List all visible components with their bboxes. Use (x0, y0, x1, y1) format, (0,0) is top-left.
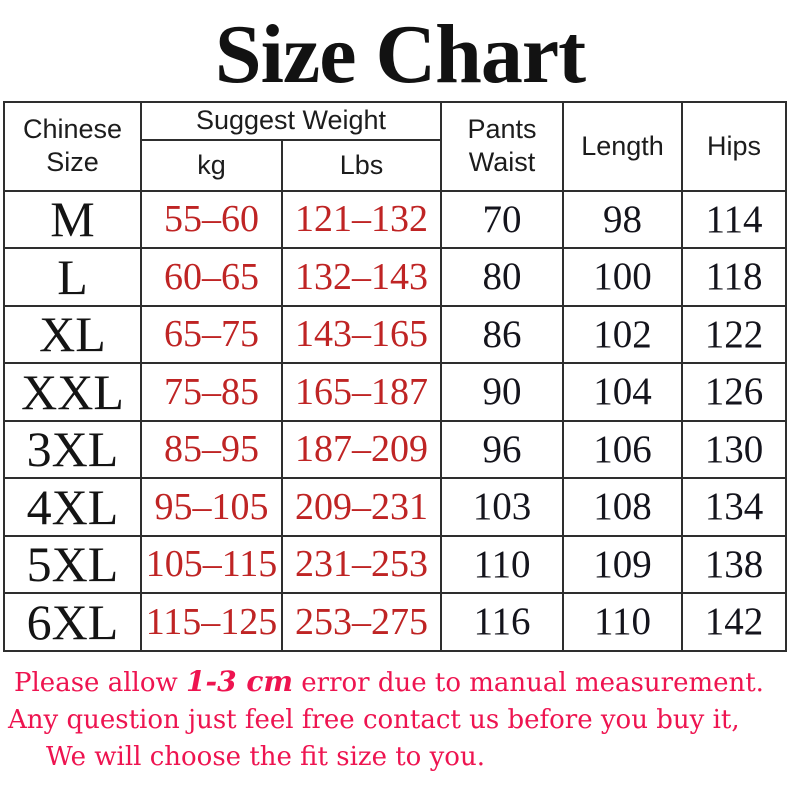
hips-cell: 122 (681, 304, 787, 365)
disclaimer-line1-prefix: Please allow (14, 667, 186, 698)
header-pants-waist: Pants Waist (440, 100, 564, 192)
table-row: 5XL 105–115 231–253 110 109 138 (3, 534, 787, 595)
page-title: Size Chart (214, 8, 586, 101)
hips-cell: 138 (681, 534, 787, 595)
disclaimer-line-1: Please allow 1-3 cm error due to manual … (0, 663, 800, 702)
waist-cell: 80 (440, 247, 564, 307)
waist-cell: 116 (440, 592, 564, 652)
table-row: L 60–65 132–143 80 100 118 (3, 247, 787, 307)
length-cell: 106 (562, 419, 683, 480)
length-cell: 102 (562, 304, 683, 365)
size-cell: M (3, 189, 142, 250)
size-chart-table: Chinese Size Suggest Weight Pants Waist … (3, 100, 787, 652)
table-row: XXL 75–85 165–187 90 104 126 (3, 362, 787, 422)
table-row: XL 65–75 143–165 86 102 122 (3, 304, 787, 365)
lbs-cell: 231–253 (281, 534, 442, 595)
size-cell: 3XL (3, 419, 142, 480)
length-cell: 98 (562, 189, 683, 250)
disclaimer-line1-suffix: error due to manual measurement. (293, 667, 764, 698)
waist-cell: 70 (440, 189, 564, 250)
table-header: Chinese Size Suggest Weight Pants Waist … (3, 100, 787, 192)
size-cell: XL (3, 304, 142, 365)
waist-cell: 96 (440, 419, 564, 480)
lbs-cell: 132–143 (281, 247, 442, 307)
length-cell: 109 (562, 534, 683, 595)
length-cell: 100 (562, 247, 683, 307)
lbs-cell: 121–132 (281, 189, 442, 250)
hips-cell: 130 (681, 419, 787, 480)
waist-cell: 86 (440, 304, 564, 365)
disclaimer-line-3: We will choose the fit size to you. (46, 741, 485, 772)
header-chinese-size: Chinese Size (3, 100, 142, 192)
disclaimer-cm-emphasis: 1-3 cm (186, 664, 294, 698)
lbs-cell: 187–209 (281, 419, 442, 480)
length-cell: 108 (562, 477, 683, 537)
kg-cell: 55–60 (140, 189, 283, 250)
disclaimer-line-2: Any question just feel free contact us b… (8, 704, 740, 735)
waist-cell: 90 (440, 362, 564, 422)
header-length: Length (562, 100, 683, 192)
kg-cell: 75–85 (140, 362, 283, 422)
table-row: 4XL 95–105 209–231 103 108 134 (3, 477, 787, 537)
lbs-cell: 253–275 (281, 592, 442, 652)
header-hips: Hips (681, 100, 787, 192)
hips-cell: 118 (681, 247, 787, 307)
hips-cell: 134 (681, 477, 787, 537)
size-cell: 5XL (3, 534, 142, 595)
table-row: M 55–60 121–132 70 98 114 (3, 189, 787, 250)
waist-cell: 103 (440, 477, 564, 537)
size-cell: L (3, 247, 142, 307)
kg-cell: 115–125 (140, 592, 283, 652)
disclaimer-text: Please allow 1-3 cm error due to manual … (0, 663, 800, 776)
size-cell: 6XL (3, 592, 142, 652)
header-lbs: Lbs (281, 138, 442, 192)
size-cell: 4XL (3, 477, 142, 537)
lbs-cell: 165–187 (281, 362, 442, 422)
length-cell: 104 (562, 362, 683, 422)
kg-cell: 85–95 (140, 419, 283, 480)
lbs-cell: 143–165 (281, 304, 442, 365)
hips-cell: 114 (681, 189, 787, 250)
header-suggest-weight: Suggest Weight (140, 100, 442, 141)
waist-cell: 110 (440, 534, 564, 595)
header-kg: kg (140, 138, 283, 192)
lbs-cell: 209–231 (281, 477, 442, 537)
size-cell: XXL (3, 362, 142, 422)
hips-cell: 142 (681, 592, 787, 652)
kg-cell: 60–65 (140, 247, 283, 307)
length-cell: 110 (562, 592, 683, 652)
kg-cell: 65–75 (140, 304, 283, 365)
kg-cell: 105–115 (140, 534, 283, 595)
table-row: 3XL 85–95 187–209 96 106 130 (3, 419, 787, 480)
table-row: 6XL 115–125 253–275 116 110 142 (3, 592, 787, 652)
hips-cell: 126 (681, 362, 787, 422)
kg-cell: 95–105 (140, 477, 283, 537)
